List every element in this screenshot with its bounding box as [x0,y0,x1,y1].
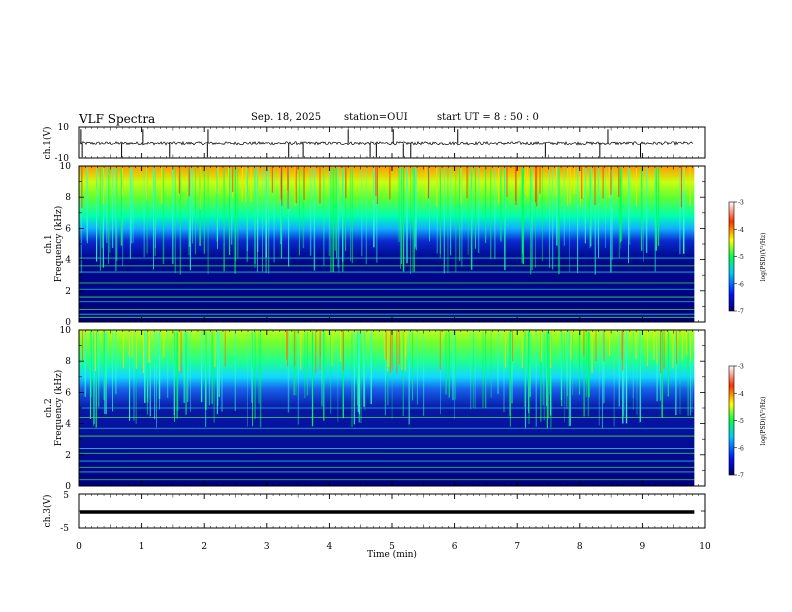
ch1-spectrogram-ytick-label: 10 [60,162,72,172]
start-time-label: start UT = 8 : 50 : 0 [437,112,539,123]
ch2-spectrogram-panel: ch.2 Frequency (kHz) [44,329,706,487]
ch2-colorbar-tick-label: -7 [738,473,744,480]
ch1-spectrogram-panel: ch.1 Frequency (kHz) [44,165,706,323]
ch1-spectrogram-ylabel-channel: ch.1 [44,234,54,253]
ch3-waveform-panel: 5 -5 ch.3(V) Time (min) [42,491,706,560]
time-xtick-label: 3 [264,542,270,552]
ch2-spectrogram-ytick-label: 4 [65,420,71,430]
ch2-colorbar-tick-label: -5 [738,418,744,425]
ch2-colorbar-label: log(PSD)(V²/Hz) [760,397,767,446]
ch1-waveform-trace [79,140,694,146]
ch2-spectrogram-ytick-label: 6 [65,388,71,398]
time-xtick-label: 8 [577,542,583,552]
ch1-colorbar-tick-label: -4 [738,227,744,234]
ch2-colorbar-scale [728,365,735,476]
ch1-colorbar-tick-label: -7 [738,309,744,316]
ch1-ytick-top: 10 [58,123,70,133]
ch3-waveform-ylabel: ch.3(V) [42,495,53,528]
ch3-ytick-bottom: -5 [60,524,69,534]
time-xtick-label: 6 [452,542,458,552]
ch2-spectrogram-ylabel-channel: ch.2 [44,398,54,417]
time-axis-label: Time (min) [367,549,417,560]
time-xtick-label: 7 [514,542,520,552]
ch1-colorbar-tick-label: -5 [738,254,744,261]
ch1-waveform-panel: 10 -10 ch.1(V) [42,123,706,164]
ch1-waveform-ylabel: ch.1(V) [42,127,53,160]
ch1-spectrogram-ytick-label: 4 [65,256,71,266]
ch2-spectrogram-image [79,330,695,486]
time-xtick-label: 2 [201,542,207,552]
time-xtick-label: 4 [327,542,333,552]
ch1-ytick-bottom: -10 [55,154,70,164]
ch2-spectrogram-ylabel-frequency: Frequency (kHz) [53,370,64,447]
ch1-colorbar-label: log(PSD)(V²/Hz) [760,233,767,282]
time-xtick-label: 10 [699,542,711,552]
ch2-spectrogram-ytick-label: 8 [65,357,71,367]
ch2-spectrogram-ytick-label: 10 [60,326,72,336]
ch1-spectrogram-ytick-label: 0 [65,318,71,328]
ch1-spectrogram-ylabel-frequency: Frequency (kHz) [53,206,64,283]
ch1-colorbar-tick-label: -3 [738,200,744,207]
time-xtick-label: 5 [389,542,395,552]
station-label: station=OUI [344,112,408,123]
ch2-spectrogram-ytick-label: 2 [65,451,71,461]
ch1-colorbar-scale [728,201,735,312]
ch2-spectrogram-ytick-label: 0 [65,482,71,492]
figure-title: VLF Spectra [79,112,156,126]
date-label: Sep. 18, 2025 [251,112,322,123]
time-xtick-label: 1 [139,542,145,552]
ch1-spectrogram-background [79,166,695,322]
ch2-colorbar-tick-label: -3 [738,364,744,371]
ch3-ytick-top: 5 [63,491,69,501]
ch1-spectrogram-ytick-label: 2 [65,287,71,297]
ch1-spectrogram-ytick-label: 8 [65,193,71,203]
time-xtick-label: 9 [640,542,646,552]
ch1-spectrogram-ytick-label: 6 [65,224,71,234]
ch2-colorbar-tick-label: -6 [738,445,744,452]
ch1-colorbar-tick-label: -6 [738,281,744,288]
ch2-colorbar-tick-label: -4 [738,391,744,398]
time-xtick-label: 0 [76,542,82,552]
ch1-spectrogram-image [79,166,695,322]
